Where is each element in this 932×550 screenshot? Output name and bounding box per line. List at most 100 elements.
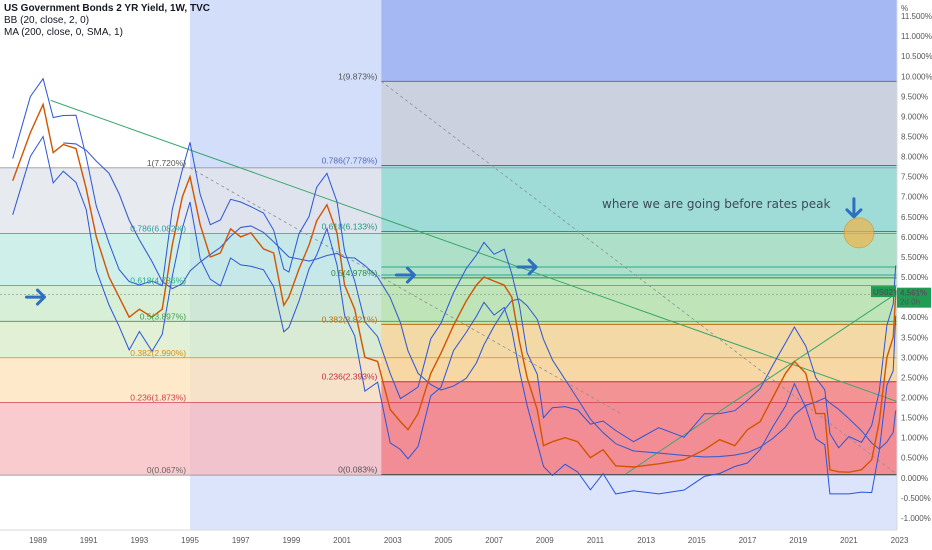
fib-a-label: 1(7.720%) [147,158,186,168]
y-tick-label: 6.500% [901,213,928,222]
fib-b-zone [381,324,897,382]
arrow-right-icon [394,266,416,284]
bb-lower [12,135,897,495]
y-tick-label: 7.000% [901,193,928,202]
y-tick-label: 5.000% [901,273,928,282]
x-tick-label: 2023 [891,536,909,545]
y-tick-label: 3.500% [901,333,928,342]
fib-b-label: 1(9.873%) [338,71,377,81]
x-tick-label: 2021 [840,536,858,545]
x-tick-label: 2001 [333,536,351,545]
y-tick-label: 6.000% [901,233,928,242]
y-axis: -1.000% -0.500% 0.000% 0.500% 1.000% 1.500% 2.… [896,0,932,550]
x-tick-label: 2011 [587,536,605,545]
fib-labels: 0(0.067%) 0.236(1.873%) 0.382(2.990%) 0.5(3… [130,71,377,475]
fib-b-zone [381,277,897,325]
fib-b-label: 0.786(7.778%) [322,156,378,166]
y-tick-label: 10.500% [901,52,932,61]
drawings: US02Y [24,197,899,306]
y-tick-label: 1.000% [901,434,928,443]
fib-b-label: 0.382(3.821%) [322,314,378,324]
y-tick-label: 10.000% [901,72,932,81]
x-tick-label: 1999 [282,536,300,545]
y-tick-label: 5.500% [901,253,928,262]
ticker-badge [871,286,896,298]
y-tick-label: -0.500% [901,494,931,503]
ma200 [63,142,897,458]
fib-level-lines [0,80,897,476]
fib-b-zone [381,165,897,232]
fib-b-label: 0.5(4.978%) [331,268,377,278]
price-series [12,102,897,473]
x-tick-label: 2019 [789,536,807,545]
x-tick-label: 2007 [485,536,503,545]
fib-a-diagonal [189,167,622,414]
arrow-down-icon [845,197,863,219]
x-tick-label: 2009 [536,536,554,545]
x-tick-label: 2005 [435,536,453,545]
legend-bb: BB (20, close, 2, 0) [4,15,90,26]
ma200-line [63,142,897,458]
x-tick-label: 2017 [739,536,757,545]
fib-a-label: 0.618(4.786%) [130,276,186,286]
bollinger-bands [12,77,897,495]
bb-upper [12,77,897,449]
fib-b-label: 0(0.083%) [338,464,377,474]
y-tick-label: 8.000% [901,153,928,162]
y-tick-label: 0.000% [901,474,928,483]
fib-b-top-zone [381,0,897,82]
y-tick-label: 0.500% [901,454,928,463]
legend-ma: MA (200, close, 0, SMA, 1) [4,27,123,38]
last-price-value: 4.561% [900,289,927,298]
target-circle [843,217,875,249]
x-tick-label: 1997 [232,536,250,545]
x-axis: 1989 1991 1993 1995 1997 1999 2001 2003 2005 2007… [0,529,932,550]
y-axis-unit: % [901,4,908,13]
x-tick-label: 1993 [130,536,148,545]
x-tick-label: 1989 [29,536,47,545]
y-tick-label: 7.500% [901,173,928,182]
fib-a-label: 0(0.067%) [147,465,186,475]
x-axis-bg [0,530,932,550]
x-tick-label: 2015 [688,536,706,545]
y-tick-label: 3.000% [901,353,928,362]
uptrend-line [625,292,898,475]
y-tick-label: 9.000% [901,112,928,121]
arrow-right-icon [24,288,46,306]
fib-b-label: 0.236(2.393%) [322,372,378,382]
fib-a-label: 0.5(3.897%) [140,311,186,321]
y-tick-label: 11.000% [901,32,932,41]
y-axis-bg [897,0,932,550]
arrow-right-icon [516,258,538,276]
fib-b-label: 0.618(6.133%) [322,222,378,232]
x-tick-label: 2003 [384,536,402,545]
fib-a-label: 0.236(1.873%) [130,393,186,403]
x-tick-label: 2013 [637,536,655,545]
last-price-countdown: 2d 0h [900,298,920,307]
y-tick-label: 9.500% [901,92,928,101]
fib-a-label: 0.786(6.082%) [130,224,186,234]
x-tick-label: 1995 [181,536,199,545]
chart-legend: US Government Bonds 2 YR Yield, 1W, TVC … [4,3,210,39]
fib-a-label: 0.382(2.990%) [130,348,186,358]
fib-b-diagonal [381,81,898,475]
fib-b-zone [381,81,897,166]
y-tick-label: 2.000% [901,394,928,403]
fib-zones [0,0,898,530]
last-price-badge [897,287,931,308]
legend-title: US Government Bonds 2 YR Yield, 1W, TVC [4,3,210,14]
fib-a-top-zone [190,0,382,168]
annotation-text: where we are going before rates peak [602,197,830,211]
ticker-label: US02Y [873,288,899,297]
y-tick-label: -1.000% [901,514,931,523]
y-tick-label: 1.500% [901,414,928,423]
fib-b-zone [381,381,897,475]
y-tick-label: 4.000% [901,313,928,322]
y-tick-label: 8.500% [901,133,928,142]
fib-b-zone [381,231,897,278]
x-tick-label: 1991 [80,536,98,545]
y-tick-label: 2.500% [901,373,928,382]
y-tick-label: 11.500% [901,12,932,21]
price-line [12,102,897,473]
